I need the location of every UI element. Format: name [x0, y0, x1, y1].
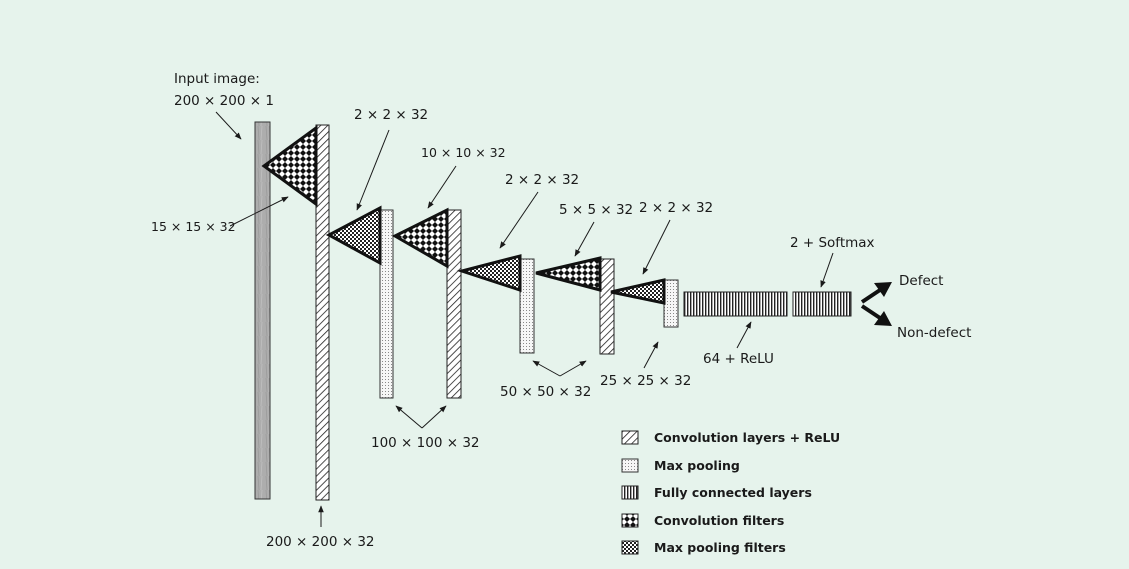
label-filter3: 5 × 5 × 32 [559, 202, 633, 218]
arrow-poolfilter3 [642, 219, 671, 275]
label-conv3-size: 50 × 50 × 32 [500, 384, 591, 400]
label-pool-filter2: 2 × 2 × 32 [505, 172, 579, 188]
label-filter1: 15 × 15 × 32 [151, 219, 236, 234]
input-image-block [254, 121, 271, 500]
legend-label-convfilter: Convolution filters [654, 513, 784, 528]
legend-swatch-pool [621, 458, 639, 473]
conv-filter-3 [535, 256, 602, 292]
label-input-title: Input image: [174, 71, 260, 87]
label-input-size: 200 × 200 × 1 [174, 93, 274, 109]
legend-swatch-convfilter [621, 513, 639, 528]
legend-label-conv: Convolution layers + ReLU [654, 430, 840, 445]
arrow-filter2 [427, 165, 457, 209]
conv-filter-2 [391, 207, 449, 269]
arrow-fc1 [736, 321, 752, 349]
arrow-pool3 [643, 341, 659, 369]
max-pool-layer-1 [379, 209, 394, 399]
arrow-poolfilter2 [499, 191, 539, 249]
arrow-conv3-left [532, 360, 561, 377]
pool-filter-1 [325, 205, 382, 266]
legend-label-fc: Fully connected layers [654, 485, 812, 500]
fc-layer-2 [792, 291, 852, 317]
conv-layer-2 [446, 209, 462, 399]
conv-layer-1 [315, 124, 330, 501]
label-conv1-size: 200 × 200 × 32 [266, 534, 375, 550]
legend-swatch-conv [621, 430, 639, 445]
label-conv2-size: 100 × 100 × 32 [371, 435, 480, 451]
label-fc1: 64 + ReLU [703, 351, 774, 367]
arrow-poolfilter1 [356, 129, 390, 211]
label-pool3-size: 25 × 25 × 32 [600, 373, 691, 389]
legend-label-poolfilter: Max pooling filters [654, 540, 786, 555]
legend-label-pool: Max pooling [654, 458, 740, 473]
arrow-conv3-right [559, 360, 587, 377]
legend: Convolution layers + ReLU Max pooling Fu… [621, 430, 840, 555]
conv-filter-1 [261, 125, 318, 207]
legend-swatch-fc [621, 485, 639, 500]
max-pool-layer-2 [519, 258, 535, 354]
label-pool-filter3: 2 × 2 × 32 [639, 200, 713, 216]
label-fc2: 2 + Softmax [790, 235, 875, 251]
arrow-fc2 [820, 252, 834, 288]
label-out-nondefect: Non-defect [897, 325, 971, 341]
conv-layer-3 [599, 258, 615, 355]
arrow-filter1 [229, 196, 289, 227]
max-pool-layer-3 [663, 279, 679, 328]
fc-layer-64 [683, 291, 788, 317]
arrow-filter3 [574, 221, 595, 257]
arrow-input [215, 111, 242, 140]
arrow-conv2-left [395, 405, 423, 429]
arrow-conv2-right [421, 405, 447, 429]
label-filter2: 10 × 10 × 32 [421, 145, 506, 160]
label-out-defect: Defect [899, 273, 943, 289]
pool-filter-3 [610, 278, 666, 305]
legend-swatch-poolfilter [621, 540, 639, 555]
label-pool-filter1: 2 × 2 × 32 [354, 107, 428, 123]
pool-filter-2 [456, 254, 522, 293]
